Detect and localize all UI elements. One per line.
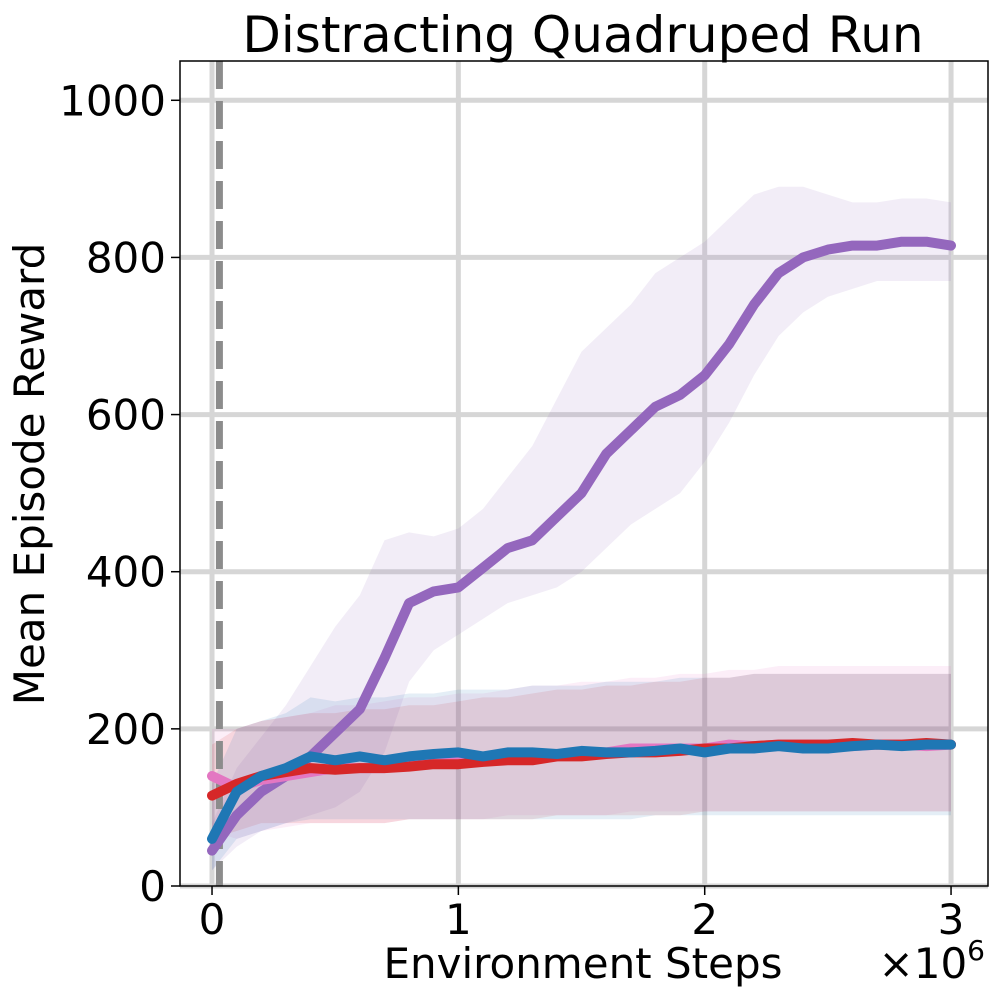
y-tick-label-5: 1000: [59, 76, 166, 125]
y-tick-label-3: 600: [86, 391, 166, 440]
x-axis-scale-label: ×106: [879, 934, 985, 988]
plot-frame: [179, 60, 989, 887]
x-tick-label-3: 3: [938, 895, 965, 944]
chart-title: Distracting Quadruped Run: [242, 6, 923, 64]
y-tick-label-4: 800: [86, 233, 166, 282]
y-tick-label-2: 400: [86, 548, 166, 597]
x-tick-label-2: 2: [691, 895, 718, 944]
series-band-3: [212, 673, 951, 871]
series-lines: [207, 236, 956, 856]
x-axis-label: Environment Steps: [383, 939, 782, 988]
x-axis-scale-exponent: 6: [967, 934, 985, 967]
y-tick-label-1: 200: [86, 705, 166, 754]
x-axis-scale-base: ×10: [879, 939, 968, 988]
series-band-0: [212, 186, 951, 871]
y-axis-label: Mean Episode Reward: [5, 243, 54, 706]
series-line-0: [207, 236, 956, 856]
series-line-3: [207, 739, 956, 844]
x-tick-label-0: 0: [199, 895, 226, 944]
y-tick-label-0: 0: [139, 862, 166, 911]
tick-labels: 0 1 2 3 0 200 400 600 800 1000: [59, 76, 964, 944]
x-tick-label-1: 1: [445, 895, 472, 944]
